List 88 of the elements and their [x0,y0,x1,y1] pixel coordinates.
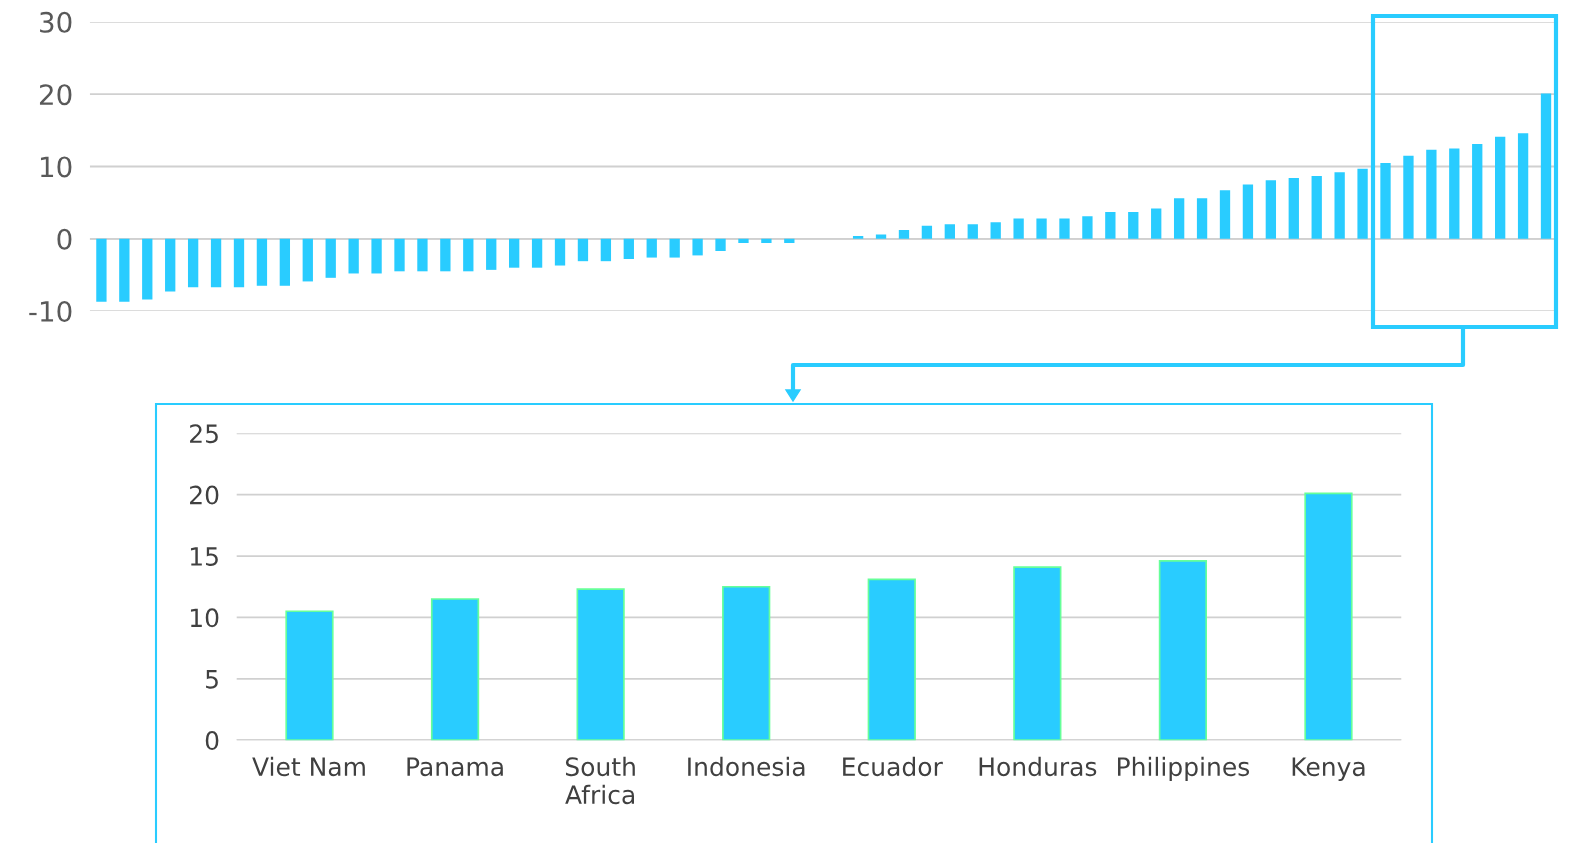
x-tick-label: Viet Nam [252,756,365,777]
bar [142,238,153,300]
bar [1304,492,1353,741]
bar [692,238,703,256]
bar [1449,148,1460,239]
bar [1311,175,1322,239]
x-tick-label: Ecuador [843,756,943,777]
y-tick-label: 20 [39,84,72,106]
bar [1517,133,1529,239]
bar [669,238,680,258]
bar [509,238,520,268]
bar [1219,190,1231,239]
y-tick-label: 0 [57,228,72,250]
bar [417,238,428,272]
bar [440,238,451,272]
x-tick-label: South Africa [565,756,635,805]
bar [1173,198,1185,239]
bar [1158,560,1208,741]
bar [394,238,405,272]
x-tick-label: Philippines [1118,756,1250,782]
y-tick-label: 0 [205,731,219,751]
bar [1334,172,1345,239]
bar [325,238,336,278]
bar [96,238,107,302]
bar [285,610,334,741]
bar [1472,144,1483,239]
x-tick-label: Kenya [1292,757,1365,782]
bar [1082,216,1093,239]
bar [1151,208,1162,239]
bar [875,234,887,239]
bar [722,585,771,741]
bar [279,238,291,286]
bar [119,238,130,302]
bar [761,238,772,244]
bar [944,224,955,239]
bar [348,238,359,274]
bar [430,598,480,741]
bar [623,238,634,260]
bar [1265,180,1277,239]
bar [715,238,726,252]
y-tick-label: 30 [40,11,72,33]
bar [1380,162,1391,239]
bar [646,238,657,258]
bar [1242,184,1254,239]
bar [1196,198,1208,239]
bar [256,238,268,286]
bar [371,238,382,274]
bar [1288,178,1299,239]
bar [967,224,978,239]
bar [1403,155,1414,239]
bar [1357,168,1368,239]
bar [531,238,543,268]
y-tick-label: 15 [190,547,218,566]
x-tick-label: Panama [407,757,503,777]
x-tick-label: Indonesia [688,756,805,777]
y-tick-label: 10 [190,608,219,628]
bar [1013,218,1024,239]
bar [554,238,566,266]
y-tick-label: 5 [206,670,218,689]
bar [852,235,864,239]
bar [1495,136,1506,239]
y-tick-label: -10 [29,301,72,323]
bar [1036,218,1047,239]
bar [1426,149,1437,239]
bar [165,238,176,292]
bar [898,230,910,239]
bar [738,238,749,244]
bar [867,578,916,741]
bar [486,238,497,270]
bar [1013,566,1062,741]
bar [187,238,199,288]
bar [1128,212,1139,239]
bar [576,588,625,741]
bar [463,238,474,272]
bar [1540,93,1552,239]
x-tick-label: Honduras [979,756,1097,777]
bar [1105,212,1116,239]
y-tick-label: 10 [40,156,72,178]
bar [1059,218,1070,239]
bar [921,225,933,239]
bar [577,238,589,262]
bar [990,222,1001,239]
bar [600,238,612,262]
bar [302,238,313,282]
bar [233,238,245,288]
bar [210,238,222,288]
y-tick-label: 25 [190,424,218,444]
y-tick-label: 20 [190,485,219,505]
